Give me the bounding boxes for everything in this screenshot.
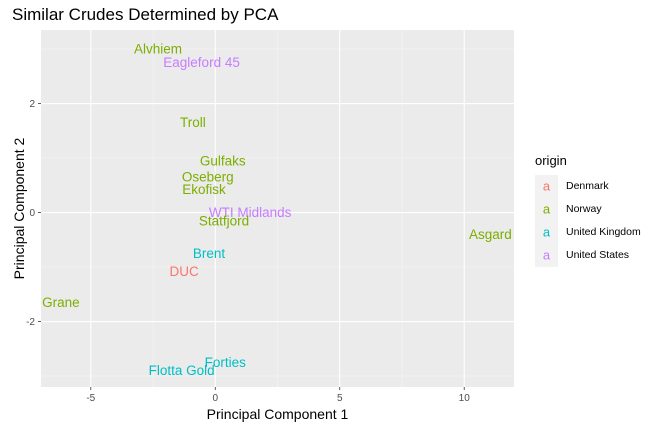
point-label-duc: DUC <box>170 264 199 279</box>
legend-items: a Denmark a Norway a United Kingdom a United St… <box>535 175 641 267</box>
x-axis: -5 0 5 10 <box>86 387 470 404</box>
legend-key-bg <box>535 198 558 221</box>
x-tick-label: -5 <box>86 393 95 404</box>
legend-label: Denmark <box>566 180 609 192</box>
legend-label: United Kingdom <box>566 226 641 238</box>
legend-key-glyph: a <box>543 179 551 194</box>
x-axis-title: Principal Component 1 <box>207 406 349 422</box>
major-gridlines <box>41 30 514 387</box>
point-label-ekofisk: Ekofisk <box>182 182 226 197</box>
point-label-eagleford-45: Eagleford 45 <box>163 55 240 70</box>
y-tick-label: -2 <box>26 317 35 328</box>
y-tick-label: 2 <box>29 99 35 110</box>
point-label-wti-midlands: WTI Midlands <box>209 205 292 220</box>
point-label-asgard: Asgard <box>469 227 512 242</box>
legend-title: origin <box>535 153 567 168</box>
point-label-troll: Troll <box>180 115 206 130</box>
point-label-gulfaks: Gulfaks <box>200 153 246 168</box>
legend-label: United States <box>566 249 629 261</box>
chart-title: Similar Crudes Determined by PCA <box>12 5 279 24</box>
point-label-forties: Forties <box>205 355 247 370</box>
point-label-flotta-gold: Flotta Gold <box>149 363 215 378</box>
legend-label: Norway <box>566 203 602 215</box>
point-label-alvhiem: Alvhiem <box>134 42 182 57</box>
point-label-grane: Grane <box>42 295 80 310</box>
y-tick-label: 0 <box>29 208 35 219</box>
x-tick-label: 10 <box>459 393 471 404</box>
legend-key-glyph: a <box>543 202 551 217</box>
legend: origin a Denmark a Norway a United Kingdom a Un… <box>535 153 641 267</box>
legend-key-glyph: a <box>543 225 551 240</box>
legend-key-glyph: a <box>543 248 551 263</box>
x-tick-label: 0 <box>212 393 218 404</box>
x-tick-label: 5 <box>337 393 343 404</box>
point-label-brent: Brent <box>193 246 226 261</box>
legend-key-bg <box>535 175 558 198</box>
y-axis: -2 0 2 <box>26 99 41 328</box>
legend-key-bg <box>535 244 558 267</box>
point-label-statfjord: Statfjord <box>199 213 249 228</box>
point-label-oseberg: Oseberg <box>182 170 234 185</box>
minor-gridlines <box>41 30 514 387</box>
y-axis-title: Principal Component 2 <box>11 137 27 279</box>
legend-key-bg <box>535 221 558 244</box>
